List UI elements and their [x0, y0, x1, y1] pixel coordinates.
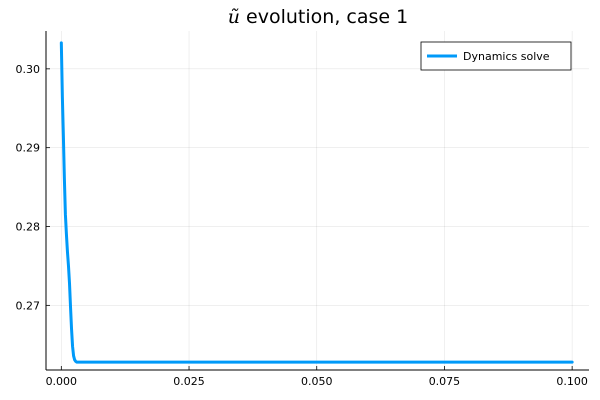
x-tick-label: 0.075: [429, 375, 461, 388]
chart-title: ũ evolution, case 1: [228, 6, 408, 28]
y-tick-label: 0.28: [16, 221, 41, 234]
chart-title-text: evolution, case 1: [240, 6, 408, 28]
y-tick-label: 0.29: [16, 142, 41, 155]
axes: [45, 31, 589, 371]
tick-labels: 0.000 0.025 0.050 0.075 0.100 0.27 0.28 0.29 0.3…: [16, 63, 588, 388]
series-line-dynamics-solve: [59, 41, 574, 364]
y-tick-label: 0.30: [16, 63, 41, 76]
x-tick-label: 0.050: [301, 375, 333, 388]
series-layer: [59, 41, 574, 364]
x-tick-label: 0.000: [46, 375, 78, 388]
x-tick-label: 0.100: [556, 375, 588, 388]
legend: Dynamics solve: [420, 41, 572, 71]
y-tick-label: 0.27: [16, 299, 41, 312]
x-tick-label: 0.025: [173, 375, 205, 388]
chart-title-symbol: ũ: [228, 6, 240, 28]
legend-label: Dynamics solve: [463, 50, 550, 63]
